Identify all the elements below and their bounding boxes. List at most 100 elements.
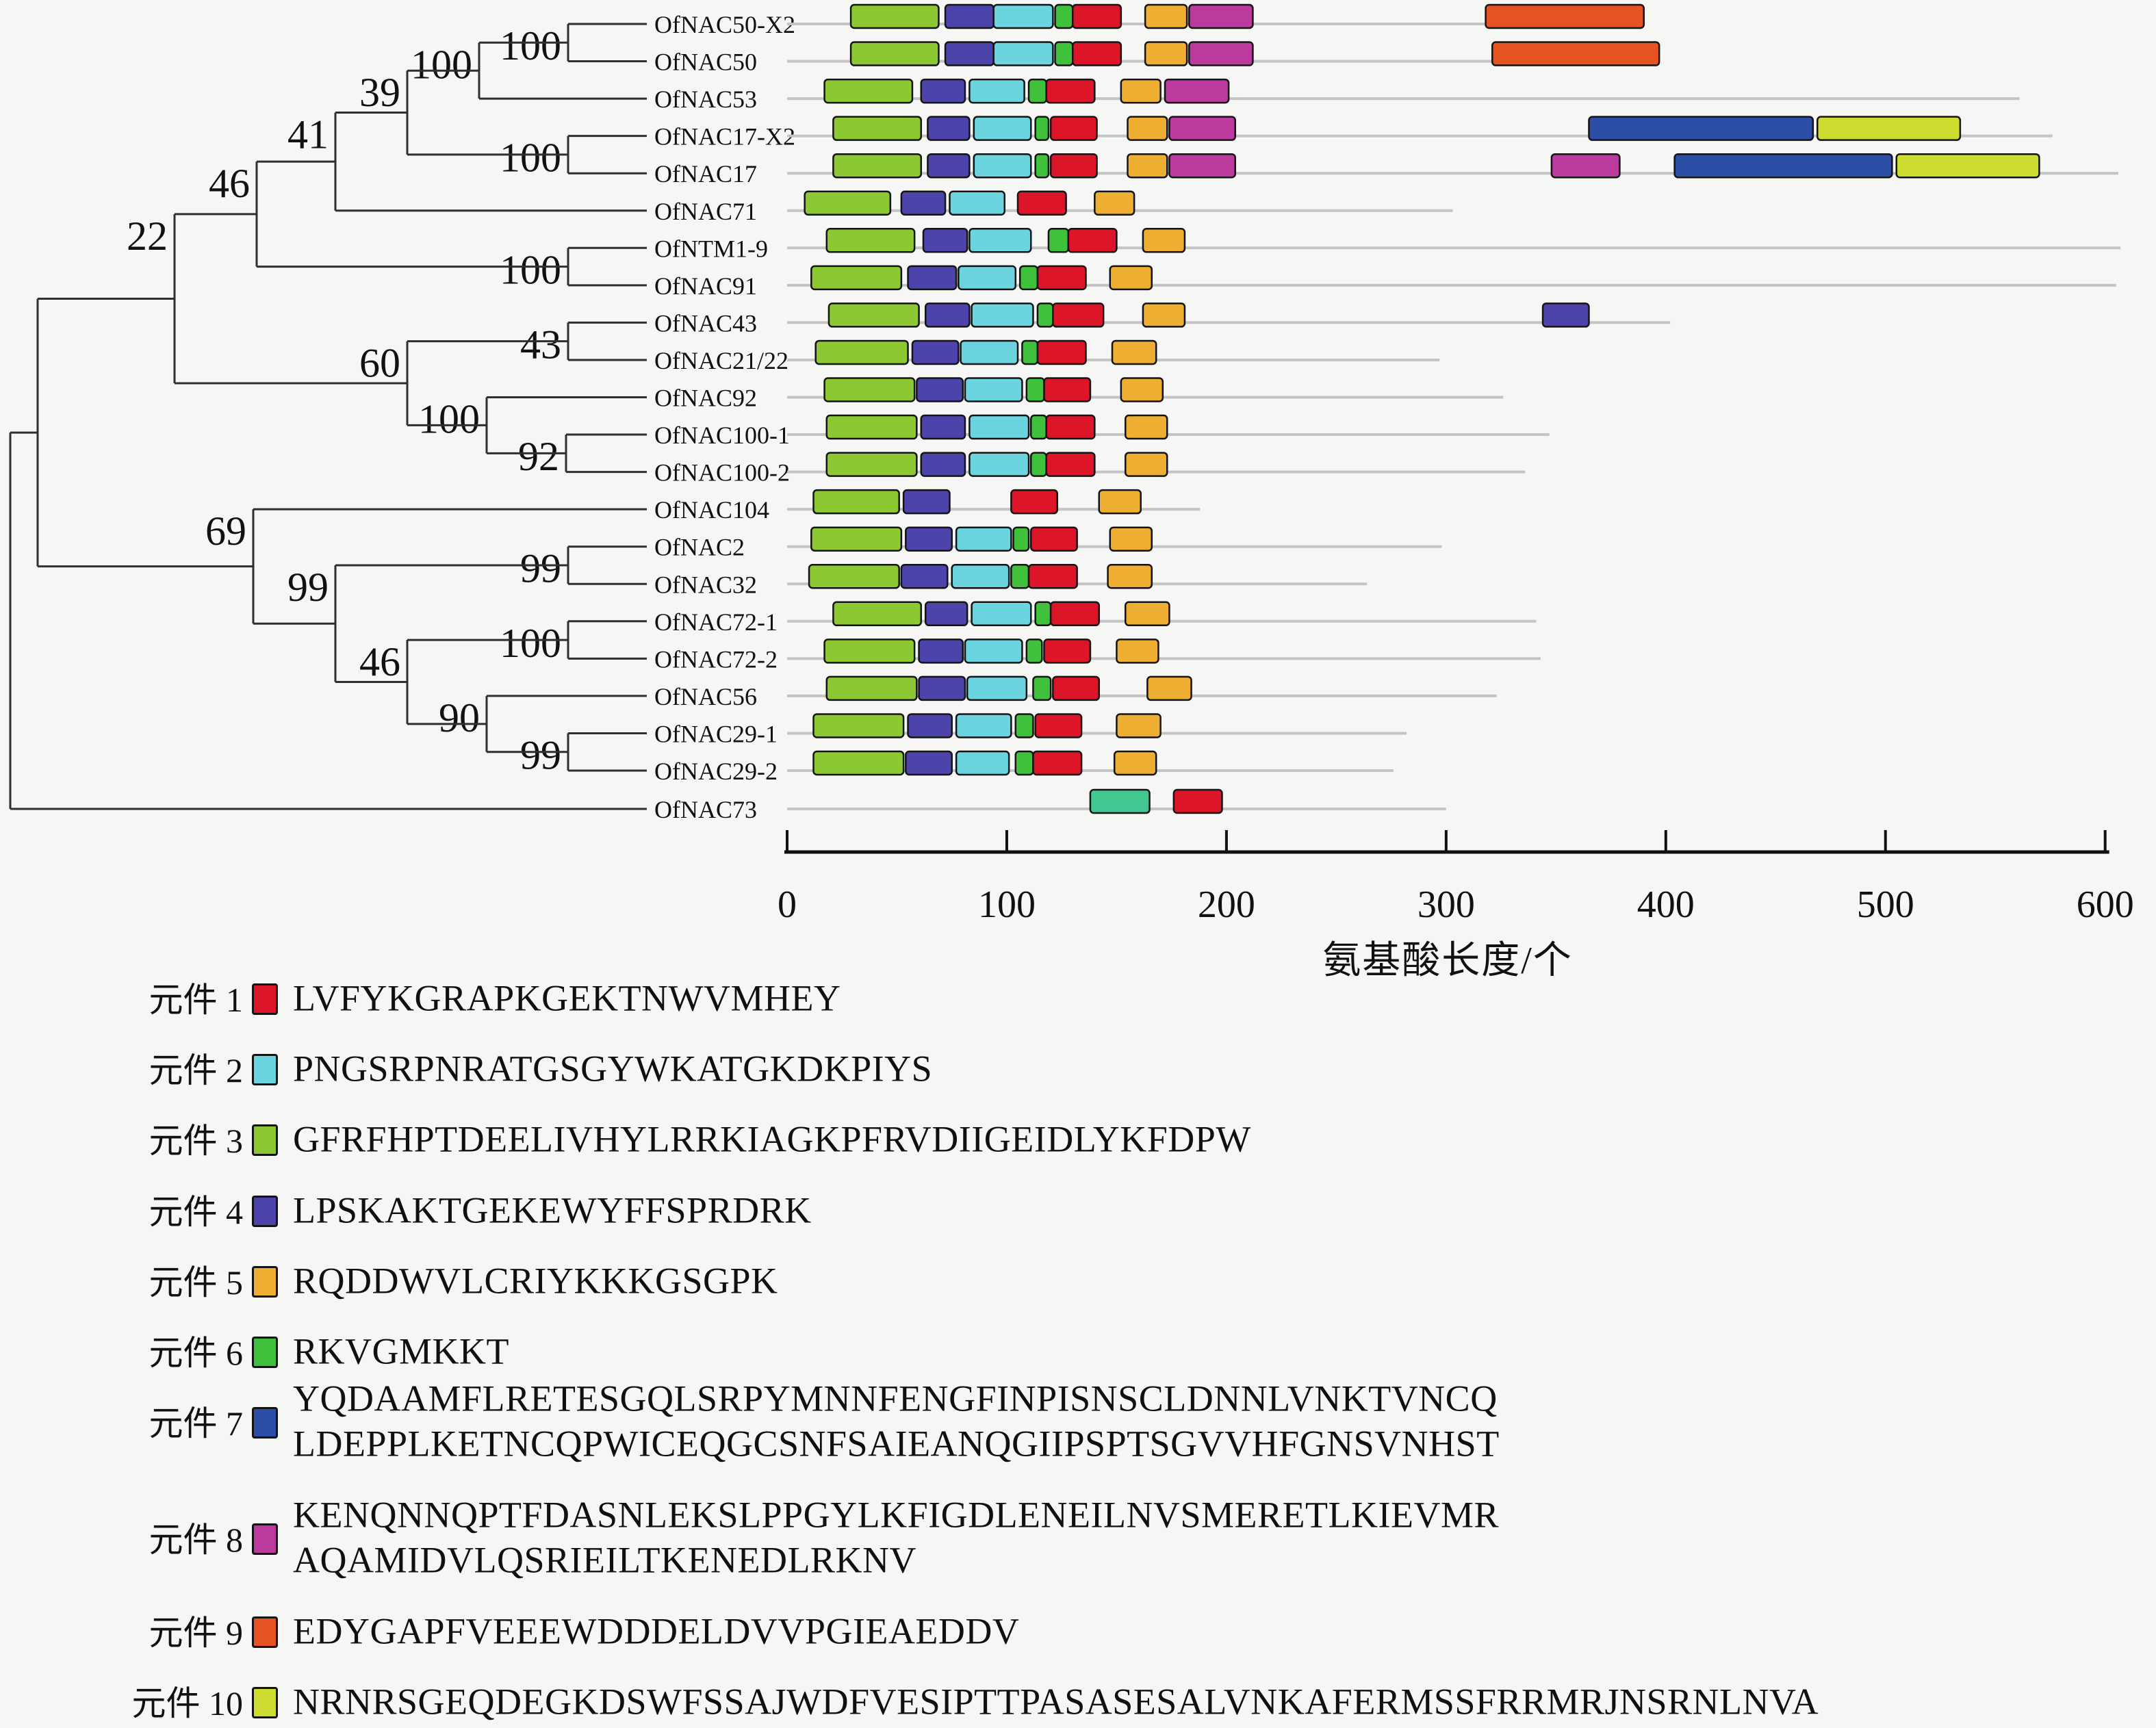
- motif-box-m3: [825, 452, 918, 477]
- motif-box-m2: [960, 339, 1019, 365]
- motif-box-m1: [1043, 639, 1092, 664]
- motif-box-m5: [1116, 639, 1159, 664]
- motif-box-m1: [1030, 526, 1078, 552]
- legend-color-swatch: [252, 1616, 278, 1648]
- motif-box-m1: [1032, 750, 1083, 776]
- motif-box-m1: [1049, 601, 1100, 627]
- bootstrap-value: 100: [500, 136, 561, 181]
- motif-box-m6: [1034, 116, 1050, 141]
- gene-label: OfNAC56: [654, 683, 757, 710]
- legend-item-label: 元件 7: [149, 1404, 244, 1443]
- bootstrap-value: 39: [359, 70, 400, 115]
- legend-item-label: 元件 3: [149, 1122, 244, 1161]
- motif-box-m6: [1030, 452, 1047, 477]
- motif-box-m6: [1047, 228, 1070, 253]
- motif-box-m2: [973, 153, 1032, 179]
- motif-box-m2: [958, 265, 1017, 291]
- motif-box-m3: [825, 675, 918, 701]
- bootstrap-value: 100: [411, 42, 472, 87]
- motif-box-m2: [971, 601, 1032, 627]
- motif-box-m5: [1098, 489, 1142, 515]
- gene-label: OfNAC50-X2: [654, 11, 795, 38]
- motif-sequence: PNGSRPNRATGSGYWKATGKDKPIYS: [293, 1048, 933, 1089]
- motif-box-m6: [1034, 153, 1050, 179]
- gene-label: OfNAC71: [654, 198, 757, 225]
- motif-box-m6: [1025, 639, 1043, 664]
- motif-box-m2: [966, 675, 1028, 701]
- motif-box-m3: [804, 190, 892, 216]
- motif-box-m6: [1034, 601, 1052, 627]
- x-axis-tick-label: 400: [1637, 884, 1695, 926]
- motif-box-m6: [1014, 750, 1034, 776]
- gene-label: OfNTM1-9: [654, 235, 768, 262]
- legend-color-swatch: [252, 1054, 278, 1085]
- motif-box-m5: [1127, 153, 1168, 179]
- motif-box-m3: [812, 750, 905, 776]
- motif-box-m3: [827, 302, 920, 328]
- motif-box-m8: [1188, 41, 1254, 66]
- motif-box-m5: [1125, 452, 1168, 477]
- legend-color-swatch: [252, 1266, 278, 1298]
- motif-sequence: EDYGAPFVEEEWDDDELDVVPGIEAEDDV: [293, 1610, 1020, 1652]
- legend-item-label: 元件 4: [149, 1193, 244, 1232]
- gene-label: OfNAC73: [654, 796, 757, 823]
- gene-label: OfNAC29-1: [654, 720, 778, 747]
- legend-color-swatch: [252, 1196, 278, 1227]
- motif-sequence: KENQNNQPTFDASNLEKSLPPGYLKFIGDLENEILNVSME…: [293, 1494, 1499, 1581]
- motif-box-m1: [1052, 675, 1100, 701]
- gene-label: OfNAC17: [654, 160, 757, 188]
- bootstrap-value: 41: [287, 112, 329, 157]
- gene-label: OfNAC43: [654, 309, 757, 337]
- motif-box-m3: [825, 228, 916, 253]
- motif-box-m1: [1045, 78, 1096, 104]
- motif-box-m6: [1021, 339, 1039, 365]
- motif-box-m5: [1142, 302, 1186, 328]
- motif-box-m4: [905, 526, 953, 552]
- motif-box-m3: [823, 639, 916, 664]
- motif-box-m2: [951, 564, 1010, 589]
- motif-box-m4: [920, 452, 966, 477]
- motif-sequence: RKVGMKKT: [293, 1330, 510, 1372]
- motif-box-m3: [810, 265, 903, 291]
- motif-box-m5: [1125, 601, 1170, 627]
- motif-box-m10: [1895, 153, 2040, 179]
- motif-box-m3: [812, 713, 905, 738]
- motif-box-m5: [1120, 377, 1164, 402]
- gene-label: OfNAC100-2: [654, 459, 790, 487]
- motif-box-m3: [832, 116, 923, 141]
- motif-box-m1: [1049, 116, 1098, 141]
- motif-box-m3: [825, 414, 918, 440]
- bootstrap-value: 99: [520, 732, 561, 777]
- bootstrap-value: 22: [127, 214, 168, 259]
- gene-label: OfNAC29-2: [654, 758, 778, 785]
- motif-box-m4: [905, 750, 953, 776]
- gene-label: OfNAC104: [654, 496, 769, 524]
- motif-box-m4: [920, 414, 966, 440]
- motif-box-m1: [1045, 452, 1096, 477]
- motif-box-m2: [964, 639, 1023, 664]
- gene-label: OfNAC17-X2: [654, 123, 795, 151]
- motif-box-m6: [1010, 564, 1030, 589]
- bootstrap-value: 46: [209, 161, 250, 206]
- motif-box-m5: [1109, 265, 1153, 291]
- bootstrap-value: 100: [500, 621, 561, 666]
- motif-box-m2: [992, 3, 1054, 29]
- motif-box-m1: [1027, 564, 1078, 589]
- motif-box-m5: [1146, 675, 1192, 701]
- x-axis-tick-label: 0: [778, 884, 797, 926]
- bootstrap-value: 60: [359, 341, 400, 386]
- x-axis-tick-label: 500: [1857, 884, 1914, 926]
- motif-box-m2: [968, 452, 1030, 477]
- legend-item-label: 元件 1: [149, 981, 244, 1020]
- motif-box-m6: [1027, 78, 1047, 104]
- motif-box-m1: [1036, 265, 1087, 291]
- motif-box-m7: [1588, 116, 1814, 141]
- legend-item-label: 元件 6: [149, 1334, 244, 1373]
- x-axis-tick-label: 600: [2077, 884, 2134, 926]
- motif-box-m3: [823, 78, 914, 104]
- motif-box-m8: [1550, 153, 1621, 179]
- x-axis-tick-label: 100: [978, 884, 1036, 926]
- motif-box-m1: [1052, 302, 1105, 328]
